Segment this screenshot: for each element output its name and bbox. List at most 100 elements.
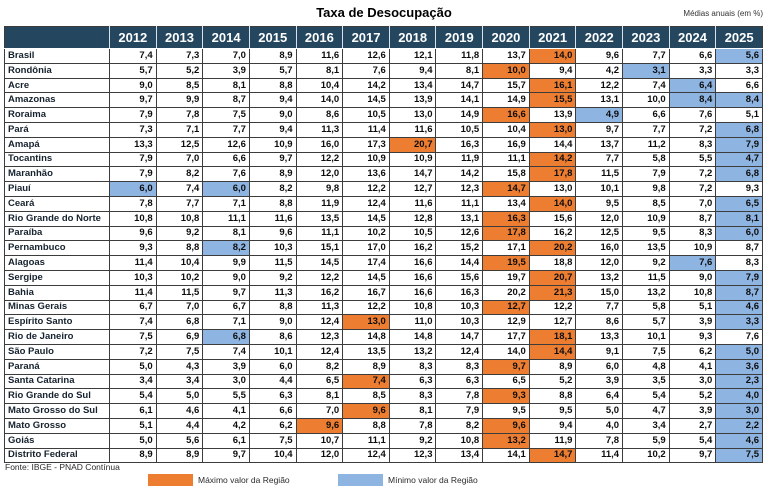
value-cell: 11,3 [295,121,344,138]
value-cell: 13,0 [528,181,577,197]
value-cell: 12,6 [435,225,484,242]
value-cell: 11,5 [622,269,670,286]
value-cell: 9,0 [109,77,157,94]
value-cell: 6,5 [715,195,763,212]
value-cell: 12,3 [435,181,484,197]
value-cell: 6,4 [575,388,624,405]
value-cell: 8,5 [622,195,670,212]
value-cell: 11,1 [482,151,530,168]
value-cell: 9,2 [622,255,670,271]
year-header-row: 2012 2013 2014 2015 2016 2017 2018 2019 2020 2021… [4,26,763,49]
value-cell: 8,5 [342,388,390,405]
value-cell: 12,0 [575,255,624,271]
value-cell: 5,4 [622,388,670,405]
value-cell: 9,0 [202,269,250,286]
value-cell: 10,3 [435,299,484,316]
table-row: Maranhão 7,9 8,2 7,6 8,9 12,0 13,6 14,7 14,2 15,8… [4,166,763,183]
value-cell: 10,9 [248,136,297,153]
value-cell: 11,0 [388,314,437,331]
value-cell: 7,5 [248,432,297,449]
value-cell: 12,4 [435,343,484,360]
legend: Máximo valor da Região Mínimo valor da R… [148,474,528,486]
value-cell: 4,0 [715,388,763,405]
value-cell: 7,9 [715,136,763,153]
value-cell: 8,9 [155,447,204,464]
value-cell: 14,9 [435,107,484,123]
value-cell: 4,2 [575,62,624,79]
region-name: Santa Catarina [4,373,110,390]
region-name: Rio de Janeiro [4,329,110,345]
value-cell: 12,5 [155,136,204,153]
value-cell: 15,6 [528,210,577,227]
value-cell: 6,7 [109,299,157,316]
value-cell: 7,7 [575,299,624,316]
value-cell: 11,4 [109,284,157,301]
region-name: Brasil [4,48,110,64]
value-cell: 14,4 [528,343,577,360]
value-cell: 20,7 [528,269,577,286]
value-cell: 14,5 [295,255,344,271]
value-cell: 12,8 [388,210,437,227]
value-cell: 16,2 [295,284,344,301]
value-cell: 10,3 [435,314,484,331]
value-cell: 9,6 [295,417,344,434]
value-cell: 14,7 [528,447,577,464]
value-cell: 14,4 [528,136,577,153]
value-cell: 21,3 [528,284,577,301]
value-cell: 10,5 [435,121,484,138]
value-cell: 7,5 [202,107,250,123]
value-cell: 9,0 [668,269,717,286]
value-cell: 7,4 [342,373,390,390]
table-header: 2012 2013 2014 2015 2016 2017 2018 2019 2020 2021… [4,26,763,49]
value-cell: 8,2 [435,417,484,434]
value-cell: 8,7 [202,92,250,109]
legend-max-label: Máximo valor da Região [198,475,290,485]
value-cell: 14,8 [388,329,437,345]
value-cell: 11,6 [248,210,297,227]
value-cell: 12,7 [528,314,577,331]
value-cell: 2,2 [715,417,763,434]
value-cell: 6,0 [109,181,157,197]
value-cell: 13,1 [575,92,624,109]
value-cell: 3,0 [202,373,250,390]
value-cell: 7,6 [668,255,717,271]
table-row: Sergipe 10,3 10,2 9,0 9,2 12,2 14,5 16,6 15,6 19,… [4,269,763,286]
value-cell: 7,6 [202,166,250,183]
value-cell: 7,6 [715,329,763,345]
value-cell: 11,9 [295,195,344,212]
value-cell: 13,5 [295,210,344,227]
table-row: Brasil 7,4 7,3 7,0 8,9 11,6 12,6 12,1 11,8 13,7 14… [4,48,763,64]
year-header-2017: 2017 [342,26,390,49]
value-cell: 7,0 [202,48,250,64]
value-cell: 3,5 [622,373,670,390]
value-cell: 9,5 [482,403,530,419]
value-cell: 7,9 [715,269,763,286]
value-cell: 10,4 [295,77,344,94]
table-row: Amazonas 9,7 9,9 8,7 9,4 14,0 14,5 13,9 14,1 14,9… [4,92,763,109]
value-cell: 6,3 [248,388,297,405]
value-cell: 10,3 [109,269,157,286]
value-cell: 14,5 [342,210,390,227]
value-cell: 7,9 [435,403,484,419]
value-cell: 10,8 [435,432,484,449]
year-header-2014: 2014 [202,26,250,49]
value-cell: 16,6 [388,269,437,286]
region-name: Paraná [4,358,110,375]
value-cell: 8,2 [295,358,344,375]
value-cell: 13,4 [482,195,530,212]
value-cell: 3,4 [155,373,204,390]
value-cell: 9,5 [528,403,577,419]
value-cell: 8,1 [295,388,344,405]
value-cell: 13,3 [109,136,157,153]
value-cell: 10,1 [622,329,670,345]
value-cell: 3,0 [715,403,763,419]
value-cell: 8,2 [248,181,297,197]
value-cell: 8,9 [248,48,297,64]
value-cell: 11,6 [388,195,437,212]
table-row: Rondônia 5,7 5,2 3,9 5,7 8,1 7,6 9,4 8,1 10,0 9,4 4… [4,62,763,79]
value-cell: 13,9 [528,107,577,123]
value-cell: 9,1 [575,343,624,360]
year-header-2013: 2013 [156,26,204,49]
value-cell: 3,3 [715,314,763,331]
value-cell: 6,1 [109,403,157,419]
